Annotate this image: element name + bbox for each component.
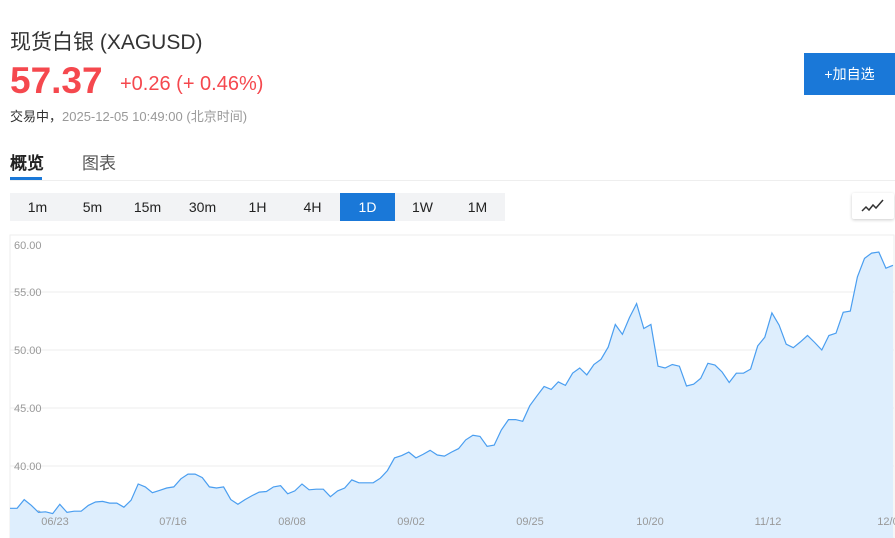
period-1m[interactable]: 1m bbox=[27, 199, 48, 215]
tab-overview[interactable]: 概览 bbox=[10, 154, 44, 173]
tab-chart[interactable]: 图表 bbox=[82, 154, 116, 173]
period-1M[interactable]: 1M bbox=[467, 199, 488, 215]
x-tick-label: 06/23 bbox=[41, 516, 69, 528]
x-tick-label: 09/02 bbox=[397, 516, 425, 528]
status-label: 交易中， bbox=[10, 109, 63, 124]
add-to-watchlist-button[interactable]: +加自选 bbox=[804, 53, 895, 95]
y-tick-label: 45.00 bbox=[14, 403, 42, 415]
period-1D[interactable]: 1D bbox=[340, 193, 395, 221]
y-tick-label: 50.00 bbox=[14, 345, 42, 357]
x-tick-label: 10/20 bbox=[636, 516, 664, 528]
x-tick-label: 11/12 bbox=[755, 516, 782, 528]
timezone: (北京时间) bbox=[186, 109, 248, 124]
current-price: 57.37 bbox=[10, 60, 103, 101]
y-tick-label: 60.00 bbox=[14, 240, 42, 252]
period-30m[interactable]: 30m bbox=[188, 199, 217, 215]
price-line bbox=[10, 251, 894, 515]
price-area bbox=[10, 252, 893, 538]
trading-status: 交易中，2025-12-05 10:49:00 (北京时间) bbox=[10, 106, 247, 125]
period-4H[interactable]: 4H bbox=[303, 199, 322, 215]
chart-type-button[interactable] bbox=[852, 193, 894, 219]
divider bbox=[10, 180, 895, 181]
x-tick-label: 09/25 bbox=[516, 516, 544, 528]
period-selector: 1m 5m 15m 30m 1H 4H 1D 1W 1M bbox=[10, 193, 505, 221]
x-tick-label: 07/16 bbox=[159, 516, 187, 528]
line-chart-icon bbox=[861, 199, 884, 212]
period-1H[interactable]: 1H bbox=[248, 199, 267, 215]
y-tick-label: 40.00 bbox=[14, 461, 42, 473]
period-1W[interactable]: 1W bbox=[412, 199, 433, 215]
y-tick-label: 55.00 bbox=[14, 287, 42, 299]
active-tab-indicator bbox=[10, 177, 42, 180]
timestamp: 2025-12-05 10:49:00 bbox=[62, 109, 183, 124]
instrument-title: 现货白银 (XAGUSD) bbox=[10, 31, 203, 54]
price-change: +0.26 (+ 0.46%) bbox=[120, 73, 264, 95]
price-chart[interactable]: 60.0055.0050.0045.0040.0035.0006/2307/16… bbox=[0, 230, 895, 538]
x-tick-label: 12/0 bbox=[877, 516, 895, 528]
period-15m[interactable]: 15m bbox=[133, 199, 162, 215]
period-5m[interactable]: 5m bbox=[82, 199, 103, 215]
x-tick-label: 08/08 bbox=[278, 516, 306, 528]
